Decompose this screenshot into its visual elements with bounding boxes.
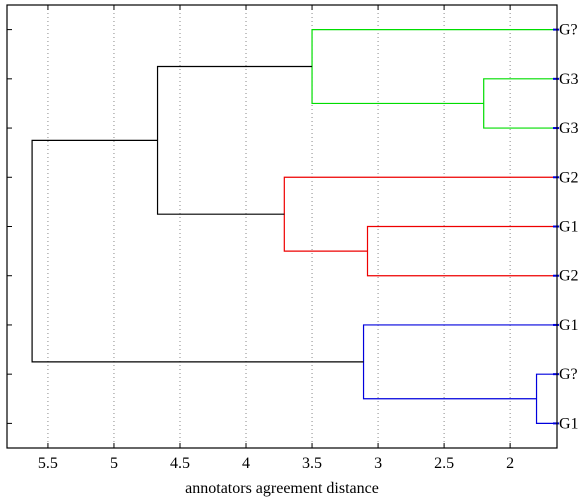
dendrogram-link (483, 78, 557, 129)
leaf-label: G1 (559, 415, 579, 432)
x-tick-label: 5 (110, 455, 118, 472)
dendrogram-link (362, 324, 557, 400)
x-tick-label: 2 (506, 455, 514, 472)
x-tick-label: 4.5 (170, 455, 190, 472)
x-tick-label: 3 (374, 455, 382, 472)
dendrogram-link (535, 373, 557, 424)
leaf-label: G1 (559, 317, 579, 334)
x-tick-label: 5.5 (38, 455, 58, 472)
dendrogram-link (366, 225, 557, 277)
leaf-label: G3 (559, 71, 579, 88)
leaf-label: G2 (559, 169, 579, 186)
dendrogram-link (31, 139, 364, 363)
x-tick-label: 2.5 (434, 455, 454, 472)
dendrogram-link (283, 176, 557, 252)
x-tick-label: 4 (242, 455, 250, 472)
leaf-label: G3 (559, 120, 579, 137)
x-tick-label: 3.5 (302, 455, 322, 472)
leaf-label: G? (559, 366, 578, 383)
dendrogram-link (156, 65, 313, 215)
leaf-label: G1 (559, 219, 579, 236)
x-axis-label: annotators agreement distance (185, 480, 379, 497)
dendrogram-link (311, 29, 557, 105)
plot-frame (6, 4, 558, 449)
leaf-label: G2 (559, 268, 579, 285)
leaf-label: G? (559, 22, 578, 39)
